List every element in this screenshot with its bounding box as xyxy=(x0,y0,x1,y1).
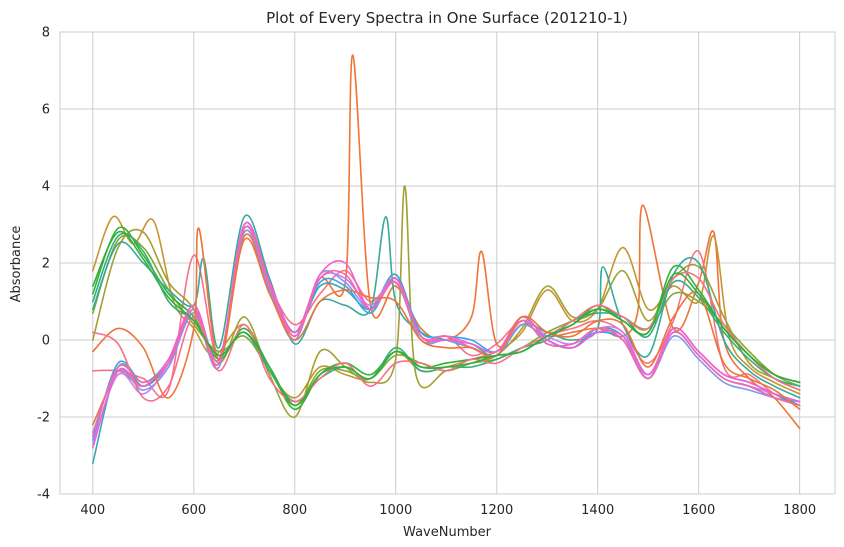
y-tick-label: 0 xyxy=(42,334,50,349)
y-tick-label: 4 xyxy=(42,180,50,195)
chart-title: Plot of Every Spectra in One Surface (20… xyxy=(266,9,628,27)
x-tick-label: 1200 xyxy=(480,503,513,518)
y-axis-ticks: -4 -2 0 2 4 6 8 xyxy=(37,26,50,503)
y-tick-label: 6 xyxy=(42,103,50,118)
x-tick-label: 1000 xyxy=(379,503,412,518)
x-axis-label: WaveNumber xyxy=(403,525,492,540)
y-axis-label: Absorbance xyxy=(9,226,24,303)
y-tick-label: -2 xyxy=(37,411,50,426)
x-tick-label: 1400 xyxy=(581,503,614,518)
grid xyxy=(60,31,835,495)
x-tick-label: 600 xyxy=(181,503,206,518)
series-line-group-a-17 xyxy=(92,230,801,407)
y-tick-label: 8 xyxy=(42,26,50,41)
x-axis-ticks: 400 600 800 1000 1200 1400 1600 1800 xyxy=(80,503,816,518)
x-tick-label: 1600 xyxy=(682,503,715,518)
series-line-group-a-2 xyxy=(92,54,801,430)
y-tick-label: 2 xyxy=(42,257,50,272)
series-line-group-a-11 xyxy=(92,229,801,434)
x-tick-label: 1800 xyxy=(783,503,816,518)
series-line-group-a-13 xyxy=(92,221,801,449)
series-line-group-a-15 xyxy=(92,227,801,411)
x-tick-label: 400 xyxy=(80,503,105,518)
series-lines xyxy=(92,54,801,464)
x-tick-label: 800 xyxy=(282,503,307,518)
series-line-group-a-4 xyxy=(92,185,801,418)
y-tick-label: -4 xyxy=(37,488,50,503)
plot-frame xyxy=(59,31,836,495)
series-line-group-a-16 xyxy=(92,271,801,403)
